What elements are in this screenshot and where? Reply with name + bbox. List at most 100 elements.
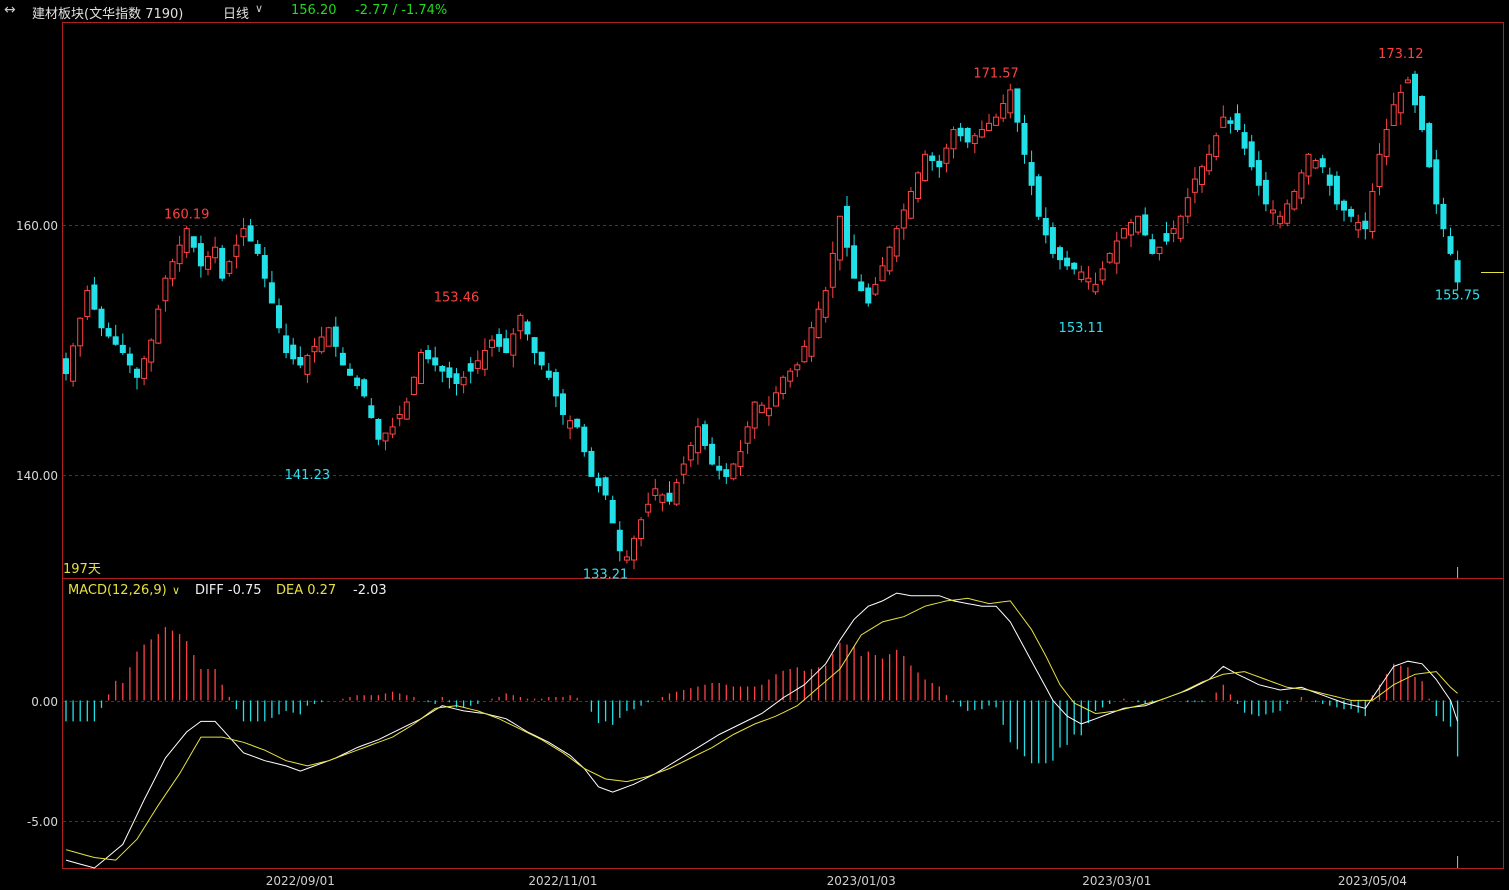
diff-line [65,592,1459,869]
top-toolbar: ↔ 建材板块(文华指数 7190) 日线 ∨ 156.20 -2.77 / -1… [0,0,1509,22]
chevron-down-icon[interactable]: ∨ [255,2,264,15]
candle [155,304,162,345]
candle [1234,104,1241,133]
link-icon[interactable]: ↔ [4,2,16,18]
candle [510,328,517,368]
price-annotation: 160.19 [164,207,210,222]
macd-indicator-name[interactable]: MACD(12,26,9) [68,583,167,598]
candle [126,347,133,374]
candle [290,337,297,365]
price-change: -2.77 / -1.74% [355,3,448,18]
macd-lines [65,567,1459,869]
candle [183,225,190,258]
candle [283,323,290,359]
candle [439,364,446,383]
candle [276,298,282,334]
period-selector[interactable]: 日线 [223,7,250,22]
candle [1035,173,1042,220]
candle [1326,167,1333,196]
candle [1376,143,1383,196]
candle [247,218,254,242]
candle [176,235,183,272]
candle [723,463,730,484]
days-count-label: 197天 [63,562,101,577]
candle [134,367,140,390]
candle [545,363,552,381]
candle [687,442,694,468]
candle [219,245,226,282]
candle [425,345,432,364]
candle [446,361,453,389]
candle [801,340,808,363]
candle [595,472,602,493]
candle [773,386,779,407]
candle [141,355,148,386]
instrument-title[interactable]: 建材板块(文华指数 7190) [32,7,184,22]
candle [1113,231,1120,274]
candle [1419,95,1426,133]
candle [1156,246,1163,261]
candle [929,152,936,171]
candle [169,258,176,287]
candle [375,418,382,446]
candle [1319,154,1326,174]
candle [964,127,971,149]
candle [1383,118,1390,166]
candle [1433,149,1440,214]
candle [993,113,1000,126]
macd-dea-value: DEA 0.27 [276,583,336,598]
candle [780,375,787,400]
candle [645,492,652,517]
candle [581,424,588,457]
candle [1191,167,1198,204]
candle [524,319,531,341]
candle [311,338,318,363]
candle [347,363,353,377]
candle [957,122,964,142]
price-annotation: 141.23 [285,468,331,483]
macd-histogram [65,627,1459,764]
candle [1241,123,1248,156]
y-tick-160: 160.00 [16,219,58,233]
candle [694,418,701,465]
candle [673,478,680,507]
candle [552,368,559,408]
macd-diff-value: DIFF -0.75 [195,583,262,598]
candle [1021,114,1028,164]
y-tick-140: 140.00 [16,469,58,483]
candle [1369,183,1376,239]
candle [1071,262,1078,275]
candle [1270,200,1276,226]
candle [808,321,815,362]
candle [418,348,424,385]
dea-line [65,597,1458,861]
candle [1262,171,1269,212]
candle [1177,214,1184,243]
candle [1312,158,1319,170]
candle [851,234,858,279]
candle [1206,144,1213,175]
candle [1454,250,1461,291]
candle [77,317,84,357]
candle [1333,171,1340,211]
candle [836,215,843,271]
candle [1213,132,1220,161]
candle [631,535,637,570]
candle [1362,212,1369,240]
candle [268,270,275,304]
candle [737,440,744,476]
candle [105,322,112,339]
candle [205,251,211,276]
candle [63,352,69,381]
candle [531,337,538,365]
candle [119,333,126,355]
candle [922,150,929,182]
macd-chevron-icon[interactable]: ∨ [172,584,180,597]
price-annotation: 153.11 [1059,321,1105,336]
candle [538,351,545,370]
candle [829,241,836,299]
candle [1348,206,1355,223]
x-label-4: 2023/05/04 [1338,874,1407,888]
candle [950,126,957,159]
